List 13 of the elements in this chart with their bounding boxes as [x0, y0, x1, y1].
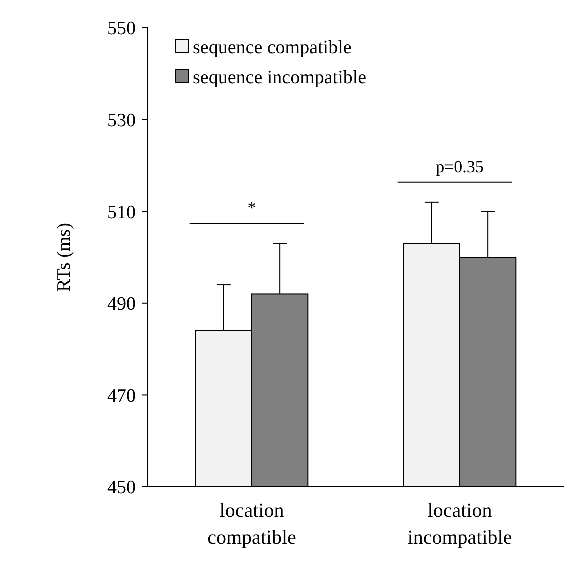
y-tick-label: 510 [108, 202, 136, 224]
y-axis-title: RTs (ms) [54, 223, 75, 292]
x-tick-label: location incompatible [408, 500, 512, 549]
y-tick-label: 470 [108, 386, 136, 407]
y-tick-label: 450 [108, 478, 136, 499]
y-tick-label: 550 [108, 18, 136, 40]
annotation: * [248, 198, 256, 218]
annotation: p=0.35 [436, 157, 484, 176]
y-tick-label: 530 [108, 110, 136, 132]
y-tick-label: 490 [108, 294, 136, 316]
x-tick-label: location compatible [208, 500, 297, 549]
legend-label: sequence incompatible [193, 68, 367, 89]
legend-label: sequence compatible [193, 38, 352, 59]
